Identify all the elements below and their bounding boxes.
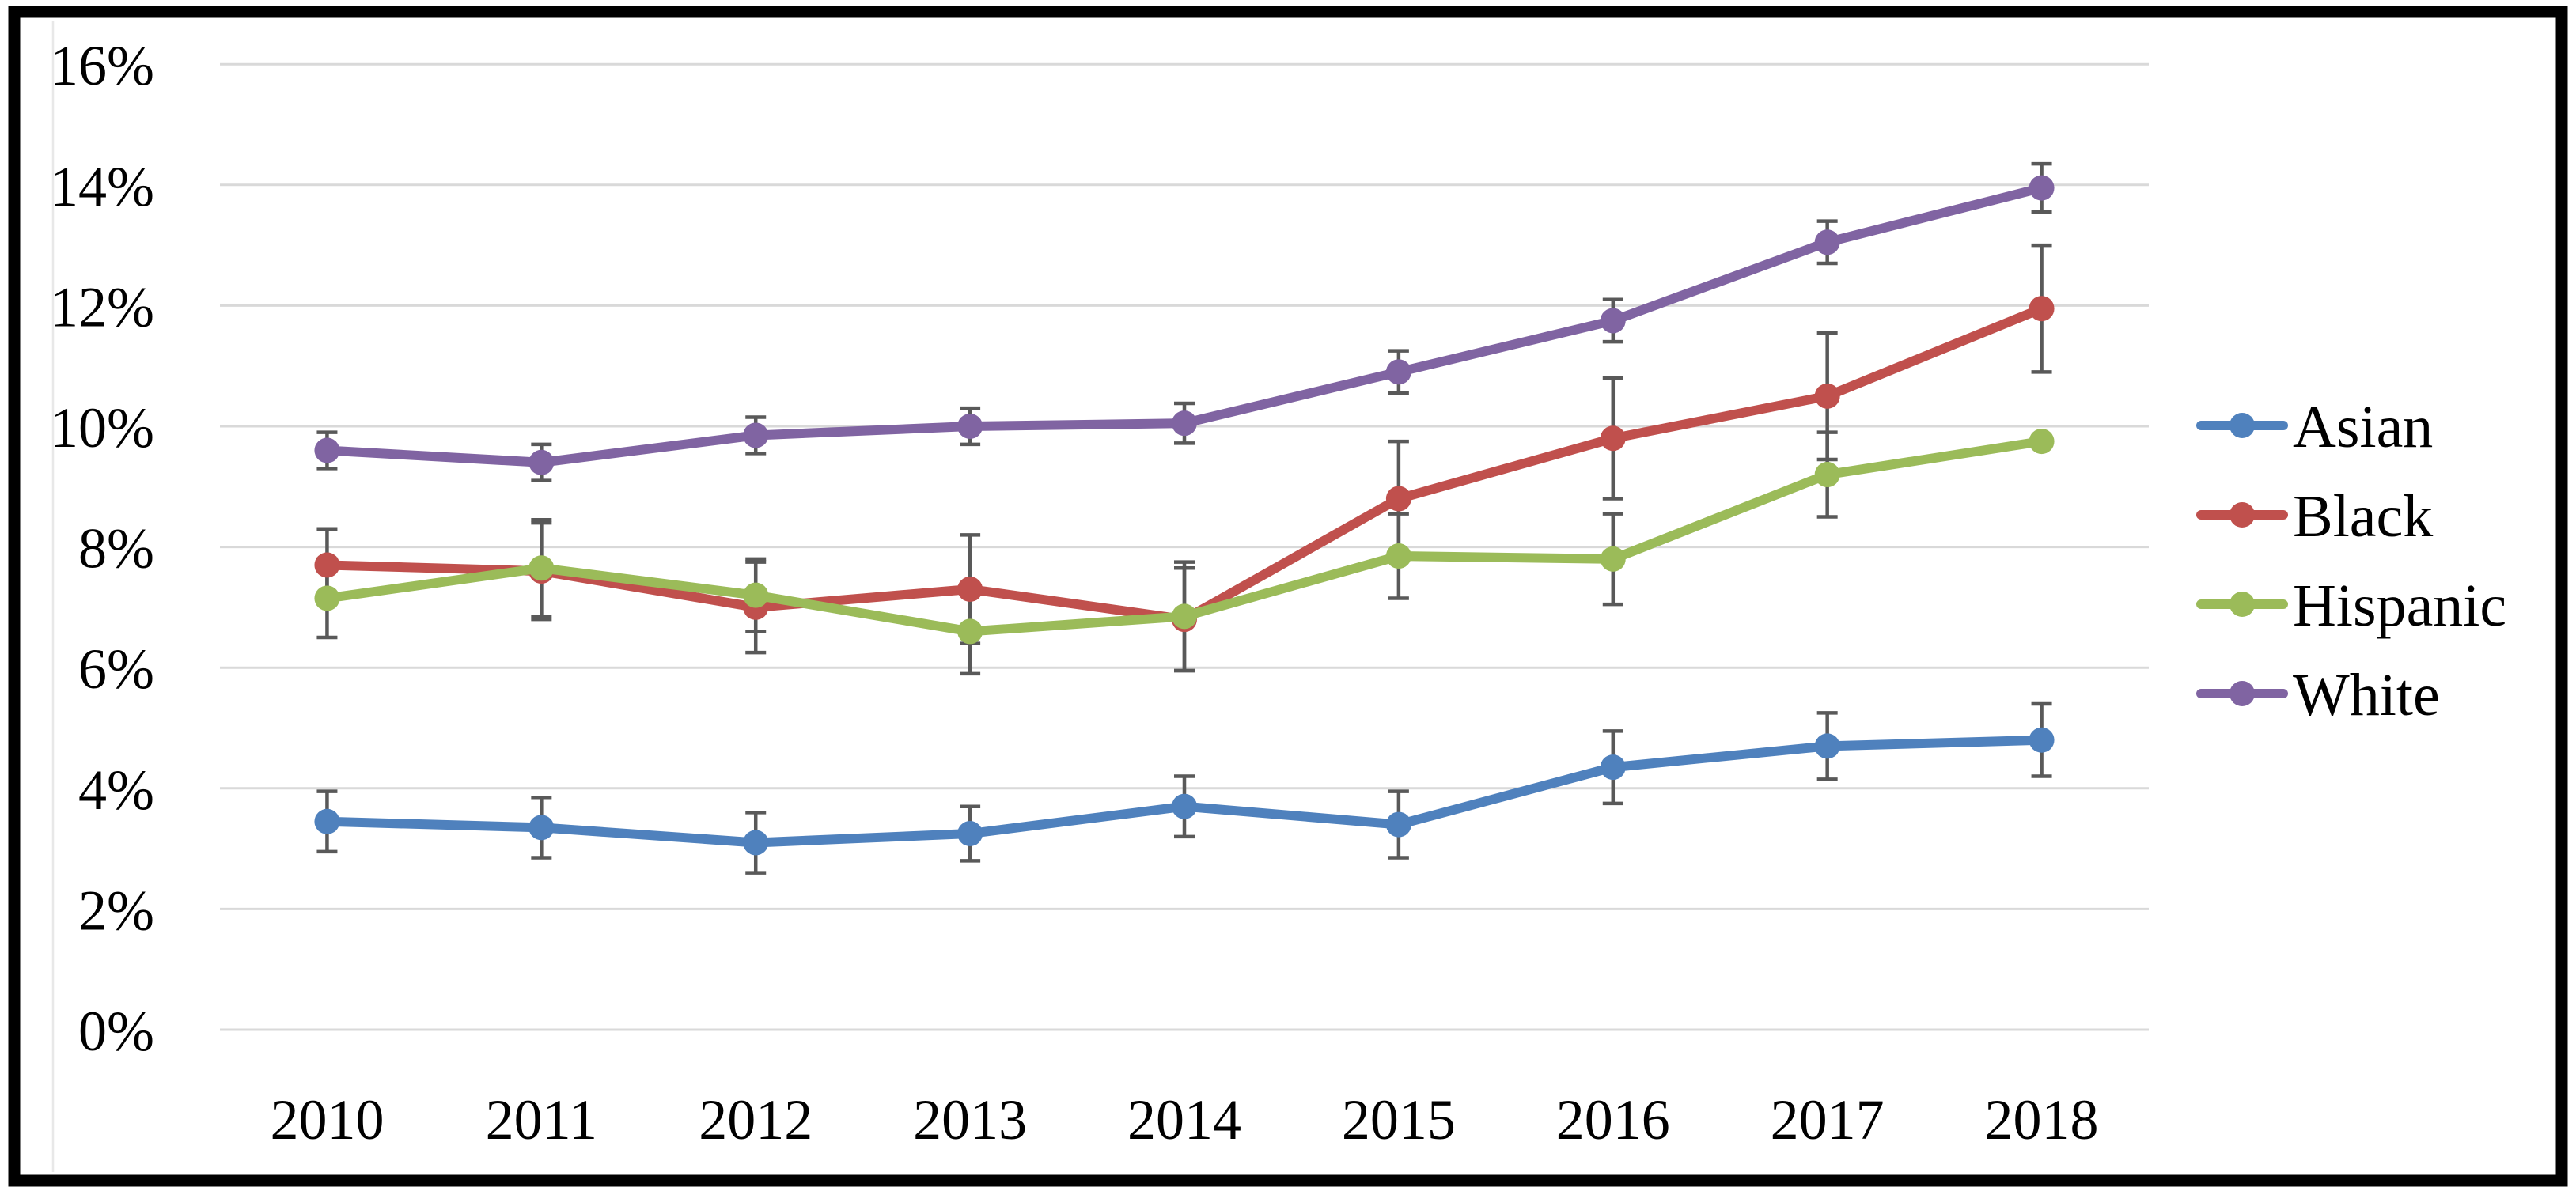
point-white-2018	[2029, 175, 2055, 201]
point-black-2010	[314, 552, 340, 578]
point-white-2015	[1385, 359, 1411, 385]
x-tick-2014: 2014	[1127, 1088, 1241, 1152]
legend-item-asian-marker	[2229, 413, 2255, 438]
legend-item-white-label: White	[2293, 662, 2440, 728]
point-white-2010	[314, 437, 340, 463]
y-tick-10%: 10%	[50, 396, 154, 459]
point-hispanic-2014	[1172, 603, 1197, 630]
legend-item-asian-label: Asian	[2293, 394, 2433, 460]
point-black-2015	[1385, 486, 1411, 512]
point-white-2017	[1814, 229, 1840, 255]
point-black-2016	[1600, 425, 1626, 452]
point-hispanic-2016	[1600, 546, 1626, 572]
point-asian-2015	[1385, 811, 1411, 838]
point-white-2014	[1172, 410, 1197, 437]
point-white-2012	[743, 422, 769, 448]
x-tick-2016: 2016	[1556, 1088, 1670, 1152]
point-white-2011	[528, 449, 555, 475]
x-tick-2015: 2015	[1342, 1088, 1456, 1152]
legend-item-white-marker	[2229, 681, 2255, 706]
point-asian-2013	[957, 821, 983, 847]
y-tick-8%: 8%	[78, 517, 154, 580]
x-tick-2010: 2010	[270, 1088, 384, 1152]
point-white-2013	[957, 414, 983, 439]
x-tick-2012: 2012	[699, 1088, 813, 1152]
point-hispanic-2013	[957, 618, 983, 645]
legend-item-black-marker	[2229, 502, 2255, 528]
legend-item-hispanic-label: Hispanic	[2293, 573, 2506, 639]
y-tick-2%: 2%	[78, 879, 154, 942]
x-tick-2017: 2017	[1771, 1088, 1885, 1152]
point-hispanic-2012	[743, 582, 769, 608]
point-asian-2018	[2029, 727, 2055, 753]
point-asian-2014	[1172, 793, 1197, 819]
y-tick-0%: 0%	[78, 1000, 154, 1063]
y-tick-12%: 12%	[50, 275, 154, 338]
x-tick-2018: 2018	[1985, 1088, 2099, 1152]
y-tick-16%: 16%	[50, 34, 154, 97]
point-hispanic-2010	[314, 585, 340, 611]
point-asian-2012	[743, 830, 769, 856]
y-tick-6%: 6%	[78, 637, 154, 701]
point-asian-2017	[1814, 733, 1840, 759]
y-tick-14%: 14%	[50, 155, 154, 218]
point-hispanic-2015	[1385, 543, 1411, 569]
legend-item-black-label: Black	[2293, 483, 2433, 550]
point-asian-2016	[1600, 754, 1626, 781]
point-asian-2010	[314, 808, 340, 834]
point-hispanic-2017	[1814, 462, 1840, 488]
point-hispanic-2011	[528, 555, 555, 581]
point-asian-2011	[528, 815, 555, 841]
legend-item-hispanic-marker	[2229, 592, 2255, 617]
point-black-2018	[2029, 296, 2055, 322]
x-tick-2011: 2011	[486, 1088, 597, 1152]
point-black-2017	[1814, 383, 1840, 409]
point-hispanic-2018	[2029, 429, 2055, 455]
y-tick-4%: 4%	[78, 758, 154, 822]
x-tick-2013: 2013	[913, 1088, 1027, 1152]
point-black-2013	[957, 577, 983, 603]
figure-border	[8, 6, 2568, 1187]
point-white-2016	[1600, 308, 1626, 334]
